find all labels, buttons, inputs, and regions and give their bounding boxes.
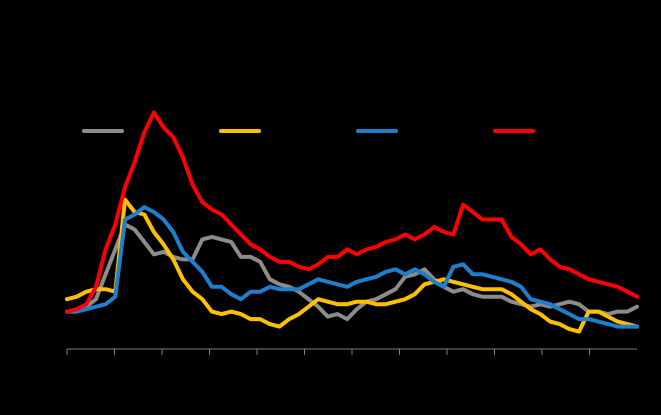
legend-swatch-grey (82, 129, 124, 133)
series-line-2 (65, 205, 639, 329)
legend-item-blue (356, 124, 404, 138)
legend-item-red (493, 124, 541, 138)
x-axis-ticks (66, 349, 590, 355)
series-lines (65, 110, 639, 334)
legend-item-yellow (219, 124, 267, 138)
legend-swatch-red (493, 129, 535, 133)
legend-swatch-blue (356, 129, 398, 133)
series-line-1 (65, 197, 639, 334)
series-line-3 (65, 110, 639, 314)
series-line-0 (65, 222, 639, 322)
legend-swatch-yellow (219, 129, 261, 133)
legend-item-grey (82, 124, 130, 138)
